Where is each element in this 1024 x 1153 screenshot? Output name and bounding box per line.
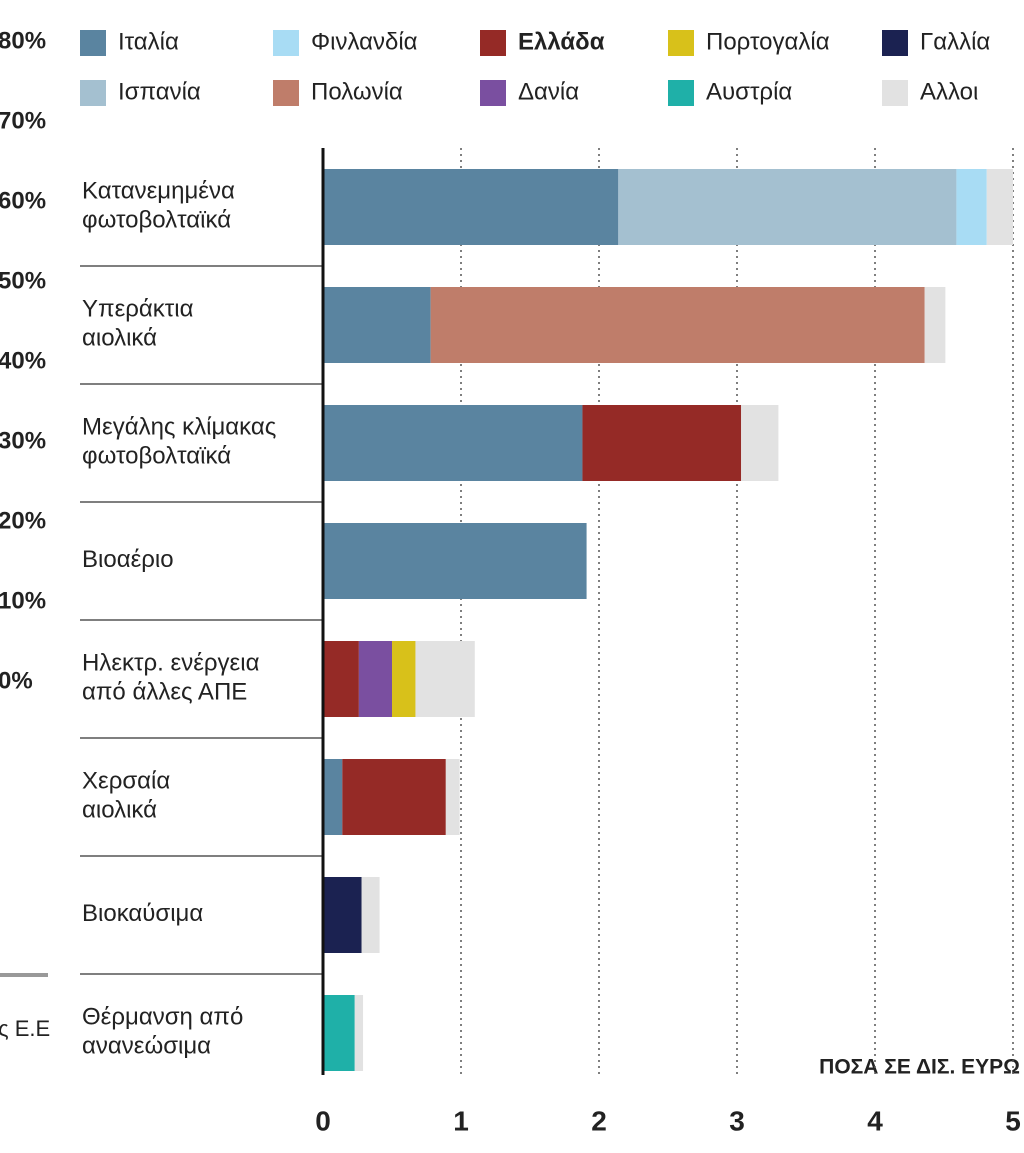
- bar-segment: [323, 759, 343, 835]
- left-note: ς Ε.Ε: [0, 1016, 50, 1041]
- legend-label: Δανία: [518, 78, 579, 105]
- legend-swatch: [668, 80, 694, 106]
- left-tick-label: 10%: [0, 587, 46, 614]
- bar-segment: [415, 641, 475, 717]
- legend-label: Πολωνία: [311, 78, 403, 105]
- left-tick-label: 60%: [0, 187, 46, 214]
- bar-segment: [342, 759, 446, 835]
- left-tick-label: 80%: [0, 27, 46, 54]
- category-label: Υπεράκτια αιολικά: [82, 296, 194, 352]
- bar-segment: [323, 523, 587, 599]
- bar-segment: [358, 641, 392, 717]
- category-label: Βιοκαύσιμα: [82, 900, 203, 927]
- bar-segment: [323, 641, 359, 717]
- x-tick-label: 3: [729, 1105, 745, 1136]
- legend-label: Φινλανδία: [311, 28, 418, 55]
- bar-segment: [323, 405, 583, 481]
- legend-label: Αυστρία: [706, 78, 792, 105]
- legend-swatch: [80, 30, 106, 56]
- legend-swatch: [273, 80, 299, 106]
- legend-label: Ισπανία: [118, 78, 201, 105]
- legend-swatch: [480, 80, 506, 106]
- legend-label: Ιταλία: [118, 28, 179, 55]
- bar-segment: [582, 405, 742, 481]
- left-tick-label: 20%: [0, 507, 46, 534]
- legend-swatch: [480, 30, 506, 56]
- bar-segment: [618, 169, 957, 245]
- legend-swatch: [273, 30, 299, 56]
- left-tick-label: 0%: [0, 667, 33, 694]
- legend-swatch: [668, 30, 694, 56]
- bar-segment: [323, 877, 362, 953]
- bar-segment: [323, 995, 355, 1071]
- category-label: Θέρμανση από ανανεώσιμα: [82, 1004, 243, 1060]
- x-tick-label: 4: [867, 1105, 883, 1136]
- x-tick-label: 2: [591, 1105, 607, 1136]
- bar-segment: [323, 287, 431, 363]
- category-label: Χερσαία αιολικά: [82, 768, 170, 824]
- legend-label: Αλλοι: [920, 78, 978, 105]
- legend-swatch: [882, 30, 908, 56]
- bar-segment: [924, 287, 946, 363]
- bar-segment: [361, 877, 380, 953]
- legend-label: Πορτογαλία: [706, 28, 830, 55]
- x-tick-label: 1: [453, 1105, 469, 1136]
- left-tick-label: 50%: [0, 267, 46, 294]
- bar-segment: [445, 759, 460, 835]
- legend-swatch: [80, 80, 106, 106]
- category-label: Κατανεμημένα φωτοβολταϊκά: [82, 178, 235, 234]
- legend-swatch: [882, 80, 908, 106]
- category-label: Ηλεκτρ. ενέργεια από άλλες ΑΠΕ: [82, 650, 260, 706]
- x-tick-label: 5: [1005, 1105, 1021, 1136]
- x-axis-title: ΠΟΣΑ ΣΕ ΔΙΣ. ΕΥΡΩ: [819, 1056, 1020, 1079]
- legend-label: Γαλλία: [920, 28, 990, 55]
- x-tick-label: 0: [315, 1105, 331, 1136]
- legend-label: Ελλάδα: [518, 28, 605, 55]
- bar-segment: [392, 641, 416, 717]
- bar-segment: [956, 169, 987, 245]
- bar-segment: [741, 405, 779, 481]
- bar-segment: [323, 169, 619, 245]
- left-tick-label: 70%: [0, 107, 46, 134]
- left-tick-label: 40%: [0, 347, 46, 374]
- bar-segment: [354, 995, 364, 1071]
- bar-segment: [986, 169, 1013, 245]
- bar-segment: [430, 287, 925, 363]
- left-tick-label: 30%: [0, 427, 46, 454]
- category-label: Μεγάλης κλίμακας φωτοβολταϊκά: [82, 414, 276, 470]
- category-label: Βιοαέριο: [82, 546, 174, 573]
